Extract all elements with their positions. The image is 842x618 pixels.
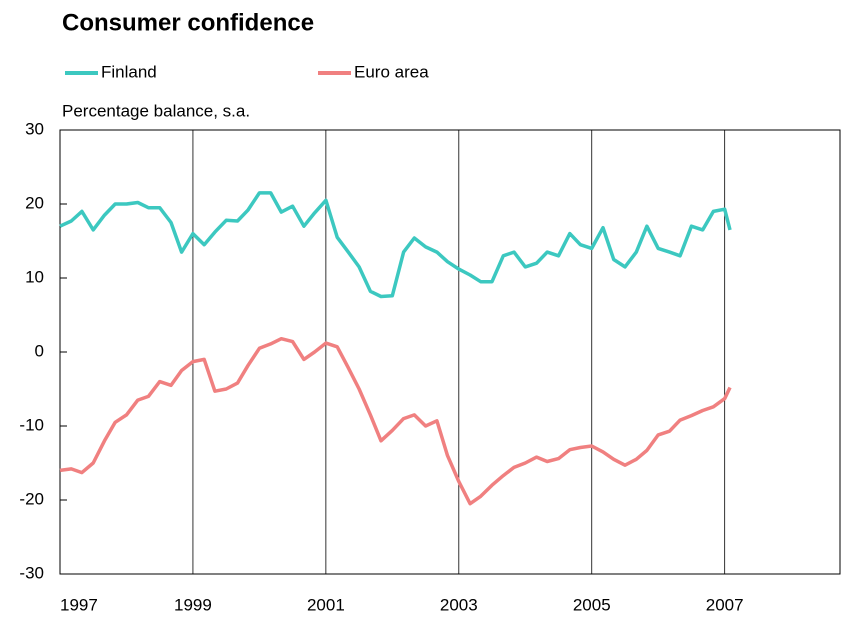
legend-label: Finland [101, 62, 157, 81]
y-tick-label: -30 [19, 563, 44, 582]
chart-title: Consumer confidence [62, 9, 314, 36]
x-tick-label: 2003 [440, 595, 478, 614]
y-tick-label: 30 [25, 119, 44, 138]
y-tick-label: 0 [35, 341, 44, 360]
series-line [59, 336, 732, 506]
series-line [59, 191, 732, 299]
x-tick-label: 2005 [573, 595, 611, 614]
x-tick-label: 2007 [706, 595, 744, 614]
y-tick-label: -10 [19, 415, 44, 434]
plot-frame [59, 129, 841, 575]
y-tick-label: 10 [25, 267, 44, 286]
x-tick-label: 1997 [60, 595, 98, 614]
x-tick-label: 1999 [174, 595, 212, 614]
y-tick-label: -20 [19, 489, 44, 508]
legend-label: Euro area [354, 62, 429, 81]
y-tick-label: 20 [25, 193, 44, 212]
y-axis-label: Percentage balance, s.a. [62, 101, 250, 120]
x-tick-label: 2001 [307, 595, 345, 614]
